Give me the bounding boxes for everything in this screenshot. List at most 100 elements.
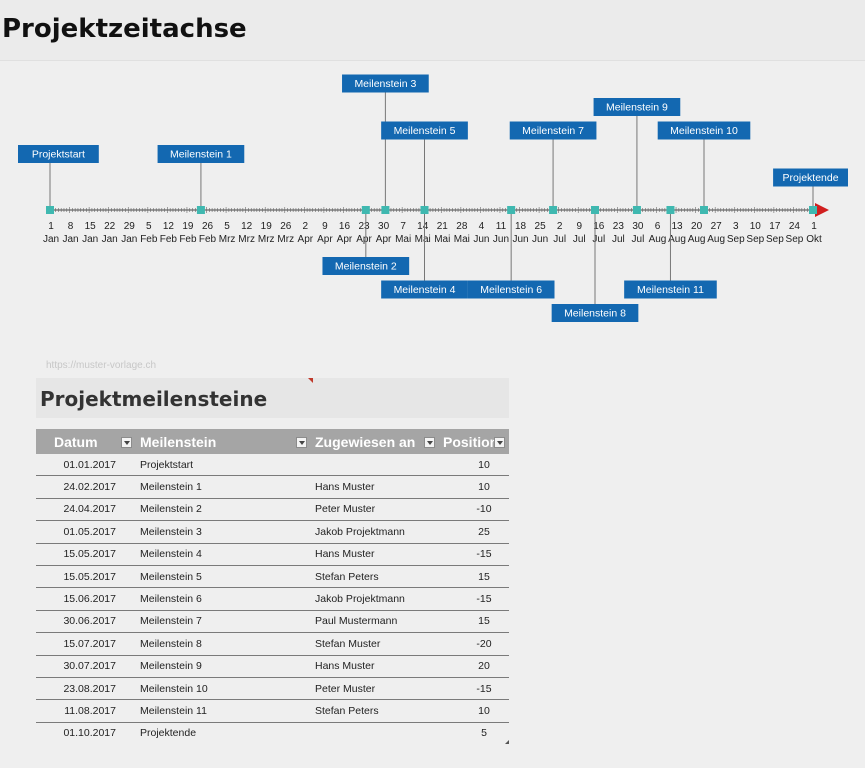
cell-zugewiesen[interactable]: Paul Mustermann [311,610,439,634]
cell-meilenstein[interactable]: Meilenstein 11 [136,699,311,723]
axis-tick-month-label: Jan [121,234,137,245]
cell-position[interactable]: 20 [439,655,509,678]
axis-tick-day-label: 7 [400,221,406,232]
cell-zugewiesen[interactable] [311,454,439,477]
axis-tick-month-label: Jan [102,234,118,245]
axis-tick-day-label: 5 [146,221,152,232]
axis-tick-day-label: 5 [224,221,230,232]
axis-tick-day-label: 15 [85,221,97,232]
milestone-label-box [657,121,751,140]
cell-datum[interactable]: 01.01.2017 [36,454,136,477]
cell-position[interactable]: -15 [439,587,509,611]
axis-tick-month-label: Feb [199,234,217,245]
cell-meilenstein[interactable]: Projektende [140,727,197,740]
axis-tick-day-label: 1 [811,221,817,232]
cell-meilenstein[interactable]: Meilenstein 3 [136,520,311,544]
axis-tick-day-label: 23 [613,221,625,232]
cell-datum[interactable]: 15.06.2017 [36,587,136,611]
cell-datum[interactable]: 30.07.2017 [36,655,136,678]
filter-dropdown-icon[interactable] [121,437,132,448]
axis-tick-day-label: 19 [261,221,273,232]
filter-dropdown-icon[interactable] [296,437,307,448]
cell-zugewiesen[interactable]: Peter Muster [311,677,439,701]
filter-dropdown-icon[interactable] [494,437,505,448]
axis-tick-month-label: Aug [668,234,686,245]
cell-meilenstein[interactable]: Meilenstein 6 [136,587,311,611]
cell-meilenstein[interactable]: Meilenstein 7 [136,610,311,634]
axis-tick-month-label: Apr [356,234,372,245]
cell-position[interactable]: 10 [439,454,509,477]
cell-position[interactable]: 25 [439,520,509,544]
cell-zugewiesen[interactable]: Stefan Muster [311,632,439,656]
cell-meilenstein[interactable]: Meilenstein 10 [136,677,311,701]
cell-datum[interactable]: 30.06.2017 [36,610,136,634]
cell-position[interactable]: -10 [439,498,509,522]
cell-datum[interactable]: 15.07.2017 [36,632,136,656]
cell-zugewiesen[interactable]: Hans Muster [311,655,439,678]
cell-meilenstein[interactable]: Meilenstein 9 [136,655,311,678]
milestone-label: Meilenstein 8 [564,308,626,320]
milestone-marker [507,206,516,214]
cell-zugewiesen[interactable]: Hans Muster [311,475,439,499]
table-row: 30.06.2017 Meilenstein 7 Paul Mustermann 15 [36,610,509,634]
cell-datum[interactable]: 01.10.2017 [63,727,116,740]
axis-tick-day-label: 12 [163,221,175,232]
milestone-label-box [509,121,597,140]
cell-meilenstein[interactable]: Meilenstein 1 [136,475,311,499]
axis-tick-month-label: Apr [337,234,353,245]
axis-tick-day-label: 24 [789,221,801,232]
axis-tick-day-label: 18 [515,221,527,232]
cell-datum[interactable]: 23.08.2017 [36,677,136,701]
cell-position[interactable]: 15 [439,565,509,589]
cell-zugewiesen[interactable]: Jakob Projektmann [311,587,439,611]
table-resize-handle[interactable] [505,740,509,745]
milestone-label: Meilenstein 9 [606,102,668,114]
axis-tick-day-label: 11 [496,221,507,232]
cell-zugewiesen[interactable]: Peter Muster [311,498,439,522]
cell-datum[interactable]: 15.05.2017 [36,565,136,589]
axis-tick-day-label: 26 [280,221,292,232]
axis-tick-month-label: Aug [688,234,706,245]
cell-zugewiesen[interactable]: Stefan Peters [311,565,439,589]
cell-meilenstein[interactable]: Meilenstein 8 [136,632,311,656]
cell-datum[interactable]: 24.02.2017 [36,475,136,499]
filter-dropdown-icon[interactable] [424,437,435,448]
cell-position[interactable]: -20 [439,632,509,656]
axis-tick-day-label: 14 [417,221,429,232]
cell-position[interactable]: 10 [439,699,509,723]
cell-meilenstein[interactable]: Meilenstein 4 [136,543,311,566]
cell-datum[interactable]: 15.05.2017 [36,543,136,566]
cell-datum[interactable]: 01.05.2017 [36,520,136,544]
table-row: 15.06.2017 Meilenstein 6 Jakob Projektmann… [36,587,509,611]
axis-tick-day-label: 9 [322,221,328,232]
table-row: 01.10.2017 Projektende 5 [36,722,509,744]
cell-meilenstein[interactable]: Meilenstein 2 [136,498,311,522]
milestone-label-box [593,98,681,116]
cell-zugewiesen[interactable] [311,722,439,744]
axis-tick-day-label: 20 [691,221,703,232]
axis-tick-day-label: 2 [557,221,563,232]
axis-tick-day-label: 8 [68,221,74,232]
milestone-label-box [322,257,410,275]
cell-zugewiesen[interactable]: Jakob Projektmann [311,520,439,544]
cell-meilenstein[interactable]: Projektstart [136,454,311,477]
milestone-marker [591,206,599,214]
table-row: 24.02.2017 Meilenstein 1 Hans Muster 10 [36,475,509,499]
cell-zugewiesen[interactable]: Stefan Peters [311,699,439,723]
cell-datum[interactable]: 11.08.2017 [36,699,136,723]
axis-tick-month-label: Jun [493,234,509,245]
table-row: 01.01.2017 Projektstart 10 [36,454,509,477]
cell-position[interactable]: 15 [439,610,509,634]
axis-tick-month-label: Sep [766,234,784,245]
cell-meilenstein[interactable]: Meilenstein 5 [136,565,311,589]
cell-datum[interactable]: 24.04.2017 [36,498,136,522]
axis-tick-month-label: Okt [806,234,822,245]
milestone-marker [666,206,675,214]
column-header-position: Position [439,429,509,454]
cell-position[interactable]: -15 [439,677,509,701]
cell-zugewiesen[interactable]: Hans Muster [311,543,439,566]
cell-position[interactable]: 5 [481,727,487,740]
axis-tick-day-label: 26 [202,221,214,232]
cell-position[interactable]: -15 [439,543,509,566]
cell-position[interactable]: 10 [439,475,509,499]
